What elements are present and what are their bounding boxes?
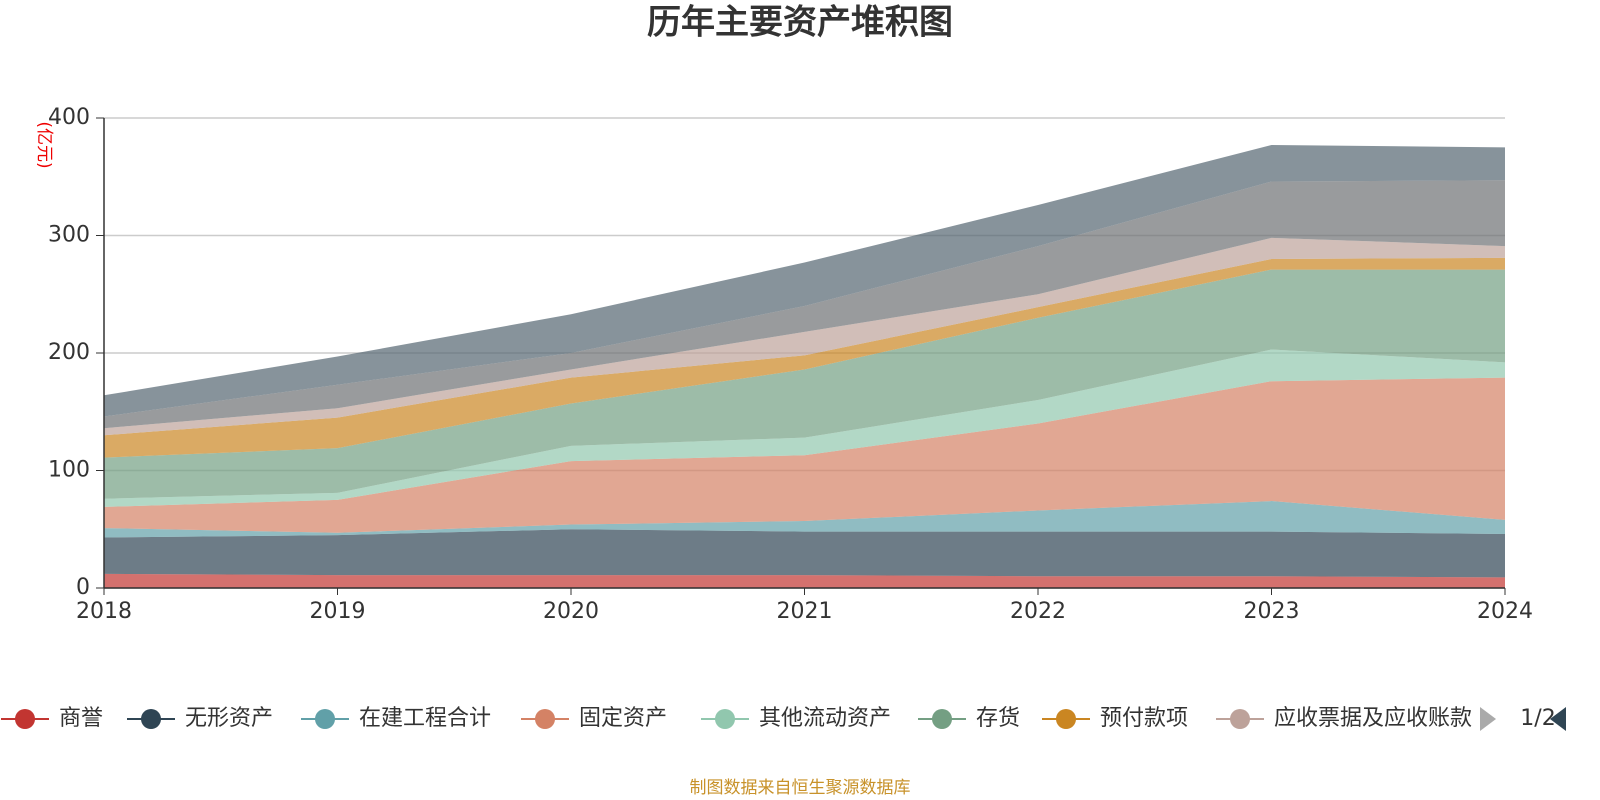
legend-marker [315, 709, 335, 729]
y-tick-label: 100 [48, 458, 90, 483]
legend-label: 固定资产 [579, 706, 667, 731]
y-tick-label: 200 [48, 340, 90, 365]
x-tick-label: 2021 [777, 599, 833, 624]
y-tick-label: 300 [48, 223, 90, 248]
x-tick-label: 2023 [1244, 599, 1300, 624]
legend-label: 预付款项 [1100, 706, 1188, 731]
x-tick-label: 2020 [543, 599, 599, 624]
legend-label: 其他流动资产 [759, 706, 891, 731]
x-tick-label: 2024 [1477, 599, 1533, 624]
legend-label: 商誉 [59, 706, 103, 731]
x-tick-label: 2019 [310, 599, 366, 624]
legend-label: 在建工程合计 [359, 706, 491, 731]
legend-marker [932, 709, 952, 729]
legend-marker [1056, 709, 1076, 729]
legend-marker [15, 709, 35, 729]
y-unit: (亿元) [34, 121, 54, 168]
area [104, 573, 1505, 588]
area [104, 237, 1505, 436]
x-tick-label: 2018 [76, 599, 132, 624]
area [104, 529, 1505, 578]
legend-prev[interactable] [1480, 707, 1496, 731]
legend-label: 存货 [976, 706, 1020, 731]
legend-label: 无形资产 [185, 706, 273, 731]
area [104, 145, 1505, 417]
legend-marker [1230, 709, 1250, 729]
legend-marker [141, 709, 161, 729]
y-tick-label: 400 [48, 105, 90, 130]
legend-page: 1/2 [1520, 706, 1555, 731]
y-tick-label: 0 [76, 575, 90, 600]
area [104, 180, 1505, 429]
area [104, 269, 1505, 499]
legend-label: 应收票据及应收账款 [1274, 706, 1472, 731]
x-tick-label: 2022 [1010, 599, 1066, 624]
source-note: 制图数据来自恒生聚源数据库 [690, 778, 911, 798]
area [104, 349, 1505, 507]
legend-next[interactable] [1550, 707, 1566, 731]
area [104, 501, 1505, 538]
legend-marker [535, 709, 555, 729]
area [104, 257, 1505, 458]
legend-marker [715, 709, 735, 729]
chart-title: 历年主要资产堆积图 [647, 3, 953, 43]
